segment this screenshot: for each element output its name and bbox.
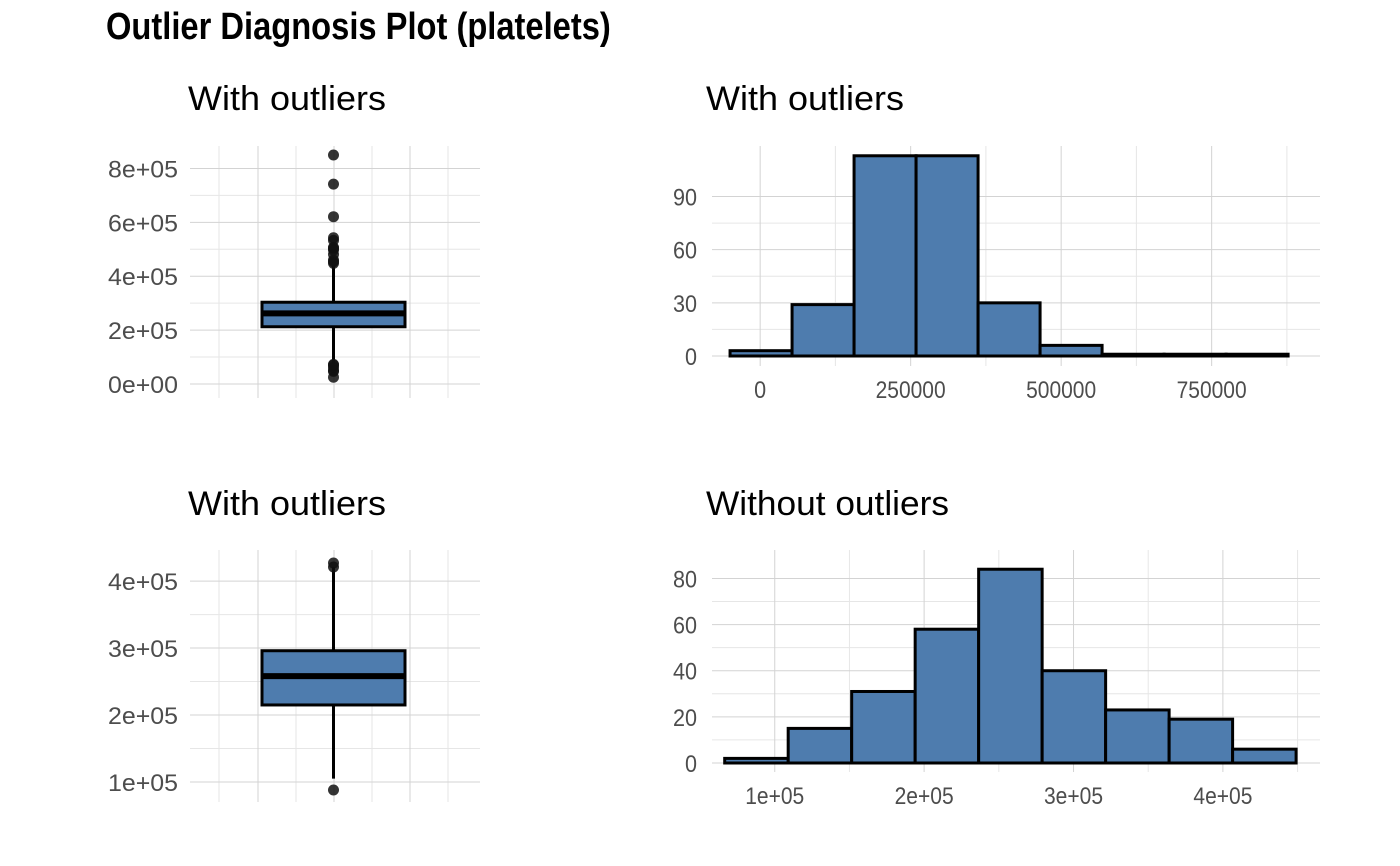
y-tick-label: 60 [673,238,697,265]
histogram-bar [1038,343,1104,358]
panel-2: With outliers 0 250000 500000 750000 0 30 60 90 [673,80,1320,404]
y-tick-label: 4e+05 [108,264,178,291]
y-tick-label: 6e+05 [108,210,178,237]
histogram-bar [1231,747,1298,765]
y-tick-label: 0 [685,751,697,778]
y-tick-label: 0 [685,344,697,371]
y-tick-label: 2e+05 [108,318,178,345]
outlier-point [328,358,339,370]
y-tick-label: 90 [673,185,697,212]
x-tick-label: 4e+05 [1193,783,1252,810]
y-tick-label: 20 [673,705,697,732]
y-tick-label: 40 [673,659,697,686]
histogram-bar [790,303,856,358]
outlier-point [328,557,339,569]
histogram-bar [1104,708,1171,765]
histogram-bar [723,756,790,765]
x-tick-label: 0 [754,377,766,404]
y-tick-label: 1e+05 [108,770,178,797]
histogram-bar [786,726,854,765]
histogram-bar [1162,352,1228,358]
x-tick-label: 1e+05 [745,783,804,810]
outlier-point [328,178,339,190]
histogram-bar [977,567,1044,765]
y-tick-label: 80 [673,566,697,593]
histogram-bar [1100,352,1166,358]
y-tick-label: 2e+05 [108,703,178,730]
page-title: Outlier Diagnosis Plot (platelets) [106,6,611,48]
panel-1: With outliers 0e+00 2e+05 4e+05 6e+05 8e+05 [108,80,480,399]
outlier-point [328,211,339,223]
panel-title: With outliers [188,80,386,118]
y-tick-label: 0e+00 [108,372,178,399]
y-tick-label: 3e+05 [108,636,178,663]
histogram-bar [976,301,1042,358]
y-tick-label: 8e+05 [108,156,178,183]
outlier-point [328,232,339,244]
y-tick-label: 4e+05 [108,569,178,596]
histogram-bar [914,154,980,358]
x-tick-label: 3e+05 [1044,783,1103,810]
histogram-bar [728,349,794,358]
outlier-point [328,149,339,161]
panel-3: With outliers 1e+05 2e+05 3e+05 4e+05 [108,485,480,802]
histogram-bar [850,689,917,765]
panel-4: Without outliers 1e+05 2e+05 3e+05 4e+05 0 20 4… [673,485,1320,810]
outlier-point [328,784,339,796]
y-tick-label: 30 [673,291,697,318]
panel-title: With outliers [706,80,904,118]
panel-title: With outliers [188,485,386,523]
y-tick-label: 60 [673,613,697,640]
x-tick-label: 750000 [1177,377,1247,404]
histogram-bar [1040,669,1108,765]
histogram-bar [852,154,918,358]
x-tick-label: 250000 [876,377,946,404]
histogram-bar [1167,717,1235,765]
histogram-bar [1224,352,1290,358]
histogram-bar [913,627,981,765]
x-tick-label: 2e+05 [895,783,954,810]
x-tick-label: 500000 [1026,377,1096,404]
panel-title: Without outliers [706,485,949,523]
